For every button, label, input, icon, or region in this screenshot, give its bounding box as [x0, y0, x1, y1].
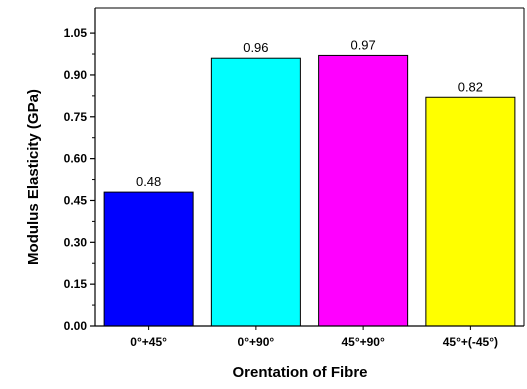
bar-value-label: 0.48 — [136, 174, 161, 189]
x-ticks-group: 0°+45° 0°+90° 45°+90° 45°+(-45°) — [130, 326, 498, 349]
x-tick-label: 45°+(-45°) — [443, 335, 498, 349]
bar — [318, 54, 409, 327]
x-tick-label: 0°+45° — [130, 335, 167, 349]
y-tick-label: 0.00 — [64, 319, 88, 333]
y-tick-label: 1.05 — [64, 26, 88, 40]
bar — [425, 96, 516, 327]
y-tick-label: 0.30 — [64, 235, 88, 249]
y-tick-label: 0.45 — [64, 193, 88, 207]
x-tick-label: 0°+90° — [238, 335, 275, 349]
y-tick-label: 0.90 — [64, 68, 88, 82]
bar — [103, 191, 194, 327]
bar-value-label: 0.97 — [350, 37, 375, 52]
value-labels-group: 0.48 0.96 0.97 0.82 — [136, 37, 483, 189]
bar-value-label: 0.96 — [243, 40, 268, 55]
y-tick-label: 0.60 — [64, 152, 88, 166]
axes-group — [94, 7, 525, 327]
y-tick-label: 0.75 — [64, 110, 88, 124]
bars-group — [103, 54, 516, 327]
bar-value-label: 0.82 — [458, 79, 483, 94]
y-tick-label: 0.15 — [64, 277, 88, 291]
y-axis-title: Modulus Elasticity (GPa) — [25, 89, 42, 265]
y-ticks-group: 0.00 0.15 0.30 0.45 0.60 0.75 0.90 1.05 — [64, 26, 95, 333]
x-axis-title: Orentation of Fibre — [233, 364, 368, 381]
bar — [210, 57, 301, 327]
x-tick-label: 45°+90° — [341, 335, 385, 349]
